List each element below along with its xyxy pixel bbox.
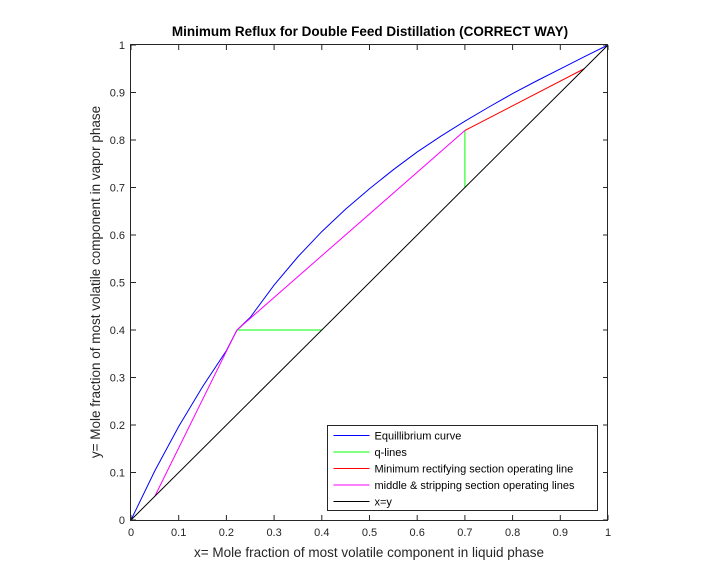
minimum-rectifying-section-operating-line-line — [464, 68, 585, 131]
y-tick-label: 0.3 — [110, 373, 125, 385]
y-tick-label: 0.2 — [110, 420, 125, 432]
tick-layer: 0 0.1 0.2 0.3 0.4 0.5 0.6 0.7 0.8 0.9 1 0 0.1 0.2 0.3 0… — [110, 40, 611, 539]
x-tick-label: 0 — [128, 527, 134, 539]
x-tick-label: 0.4 — [314, 527, 329, 539]
legend-label: q-lines — [375, 447, 408, 459]
y-tick-label: 0.6 — [110, 230, 125, 242]
x-tick-label: 0.8 — [505, 527, 520, 539]
x-tick-label: 0.7 — [457, 527, 472, 539]
x-axis-label: x= Mole fraction of most volatile compon… — [194, 545, 544, 560]
y-tick-label: 0.5 — [110, 278, 125, 290]
x-tick-label: 1 — [605, 527, 611, 539]
y-tick-label: 0.8 — [110, 135, 125, 147]
equillibrium-curve-line — [130, 44, 609, 521]
legend: Equillibrium curve q-lines Minimum rectify… — [327, 425, 598, 511]
y-tick-label: 1 — [119, 40, 125, 52]
series-layer — [130, 44, 609, 521]
legend-label: Equillibrium curve — [375, 431, 462, 443]
x-tick-label: 0.6 — [410, 527, 425, 539]
legend-label: x=y — [375, 497, 393, 509]
y-tick-label: 0 — [119, 515, 125, 527]
legend-box — [327, 425, 598, 511]
y-tick-label: 0.1 — [110, 468, 125, 480]
y-tick-label: 0.7 — [110, 183, 125, 195]
y-tick-label: 0.4 — [110, 325, 125, 337]
x-tick-label: 0.3 — [266, 527, 281, 539]
y-axis-label: y= Mole fraction of most volatile compon… — [88, 106, 103, 458]
x-y-line — [130, 44, 609, 521]
y-tick-label: 0.9 — [110, 88, 125, 100]
chart-title: Minimum Reflux for Double Feed Distillat… — [172, 24, 568, 39]
middle-stripping-section-operating-lines-line — [154, 130, 466, 497]
x-tick-label: 0.5 — [362, 527, 377, 539]
legend-label: Minimum rectifying section operating lin… — [375, 464, 574, 476]
legend-label: middle & stripping section operating lin… — [375, 480, 575, 492]
x-tick-label: 0.2 — [219, 527, 234, 539]
x-tick-label: 0.1 — [171, 527, 186, 539]
x-tick-label: 0.9 — [553, 527, 568, 539]
